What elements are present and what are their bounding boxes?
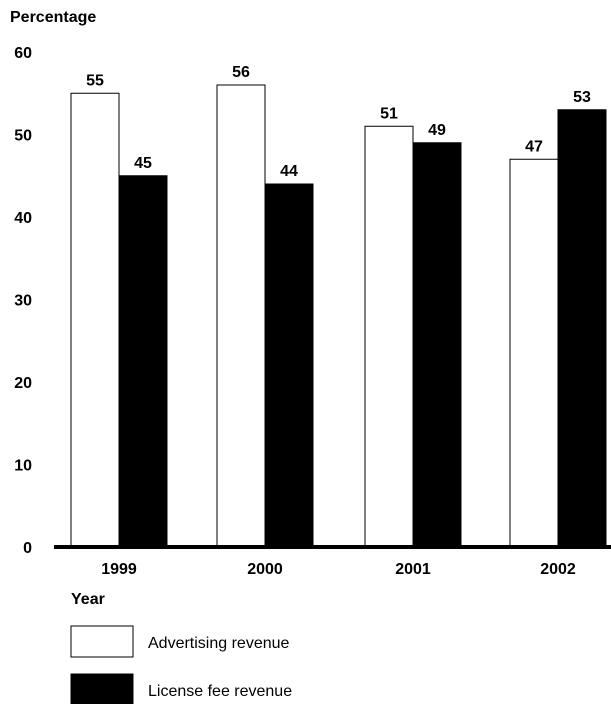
value-label: 55 — [86, 72, 104, 89]
value-label: 53 — [573, 89, 591, 106]
legend-swatch-advertising — [70, 625, 134, 658]
bars — [70, 84, 607, 548]
bar-advertising-2001 — [364, 125, 414, 548]
legend: Advertising revenue License fee revenue — [70, 625, 292, 704]
y-axis-label: Percentage — [10, 9, 96, 26]
y-tick-label: 60 — [14, 45, 32, 62]
bar-license-fee-2002 — [557, 109, 607, 548]
bar-license-fee-1999 — [118, 175, 168, 548]
x-tick-label: 2002 — [540, 561, 576, 578]
y-tick-label: 40 — [14, 210, 32, 227]
y-tick-label: 10 — [14, 458, 32, 475]
legend-label: License fee revenue — [148, 683, 292, 700]
bar-advertising-2002 — [509, 158, 559, 548]
legend-label: Advertising revenue — [148, 635, 290, 652]
x-tick-label: 2001 — [395, 561, 431, 578]
y-tick-label: 0 — [23, 540, 32, 557]
value-label: 51 — [380, 105, 398, 122]
value-labels: 55 45 56 44 51 49 47 53 — [86, 64, 591, 180]
x-tick-label: 2000 — [247, 561, 283, 578]
value-label: 49 — [428, 122, 446, 139]
x-tick-label: 1999 — [101, 561, 137, 578]
y-tick-label: 50 — [14, 128, 32, 145]
bar-advertising-2000 — [216, 84, 266, 548]
value-label: 45 — [134, 155, 152, 172]
bar-advertising-1999 — [70, 92, 120, 548]
legend-swatch-license-fee — [70, 673, 134, 704]
bar-license-fee-2000 — [264, 183, 314, 548]
bar-license-fee-2001 — [412, 142, 462, 548]
y-tick-label: 20 — [14, 375, 32, 392]
value-label: 47 — [525, 138, 543, 155]
value-label: 44 — [280, 163, 298, 180]
x-axis-ticks: 1999 2000 2001 2002 — [101, 561, 576, 578]
y-tick-label: 30 — [14, 293, 32, 310]
value-label: 56 — [232, 64, 250, 81]
y-axis-ticks: 0 10 20 30 40 50 60 — [14, 45, 32, 557]
x-axis-label: Year — [71, 591, 105, 608]
